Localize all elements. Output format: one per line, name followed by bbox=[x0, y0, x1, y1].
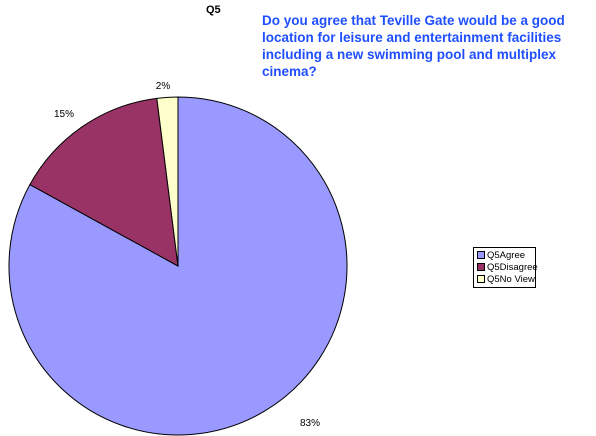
pie-slice-no-view bbox=[156, 96, 179, 267]
pie-slice-disagree bbox=[29, 97, 179, 267]
data-label-no-view: 2% bbox=[156, 81, 171, 92]
legend-label-disagree: Q5Disagree bbox=[487, 261, 538, 273]
legend-label-no-view: Q5No View bbox=[487, 273, 535, 285]
data-label-disagree: 15% bbox=[54, 109, 74, 120]
legend-item-disagree: Q5Disagree bbox=[477, 261, 538, 273]
legend-swatch-agree bbox=[477, 251, 485, 259]
legend-item-agree: Q5Agree bbox=[477, 249, 535, 261]
legend-item-no-view: Q5No View bbox=[477, 273, 535, 285]
legend-swatch-disagree bbox=[477, 263, 485, 271]
pie-slices bbox=[8, 96, 348, 436]
legend-label-agree: Q5Agree bbox=[487, 249, 526, 261]
data-label-agree: 83% bbox=[300, 418, 320, 429]
legend-swatch-no-view bbox=[477, 275, 485, 283]
chart-title: Q5 bbox=[206, 4, 221, 16]
chart-subtitle: Do you agree that Teville Gate would be … bbox=[262, 13, 565, 79]
legend: Q5Agree Q5Disagree Q5No View bbox=[473, 247, 538, 288]
pie-slice-agree bbox=[8, 96, 348, 436]
pie-data-labels: 83% 15% 2% bbox=[54, 81, 320, 429]
